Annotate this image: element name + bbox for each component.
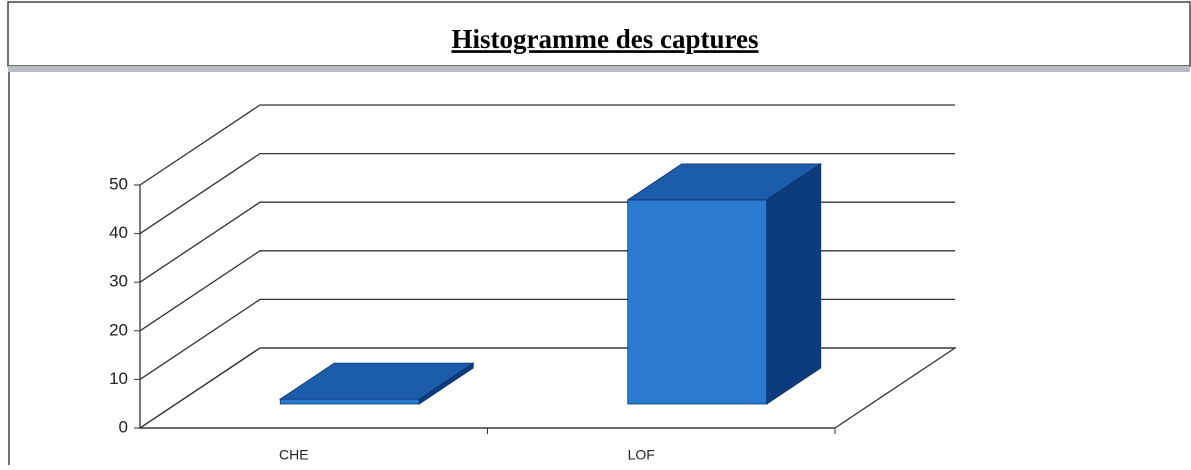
- bar-side: [766, 163, 822, 405]
- y-tick-label: 40: [109, 223, 128, 242]
- y-tick-label: 20: [109, 320, 128, 339]
- floor: [137, 347, 958, 429]
- y-tick-label: 30: [109, 272, 128, 291]
- grid-line: [139, 250, 955, 332]
- bar: [278, 362, 475, 405]
- x-tick-label: CHE: [279, 447, 309, 463]
- y-tick-label: 10: [109, 369, 128, 388]
- grid-line: [139, 201, 955, 283]
- chart-title: Histogramme des captures: [452, 24, 759, 54]
- grid-line: [139, 298, 955, 380]
- y-tick-label: 0: [119, 417, 128, 436]
- bar: [626, 163, 823, 405]
- grid-line: [139, 104, 955, 186]
- bar-front: [279, 398, 420, 405]
- title-rule: [8, 66, 1190, 72]
- bar-top: [278, 362, 475, 400]
- bar-front: [627, 199, 768, 405]
- bar-top: [626, 163, 823, 201]
- grid-line: [139, 152, 955, 235]
- title-box: [7, 1, 1191, 67]
- y-tick-label: 50: [109, 174, 128, 193]
- grid-line: [139, 347, 955, 429]
- x-tick-label: LOF: [628, 447, 655, 463]
